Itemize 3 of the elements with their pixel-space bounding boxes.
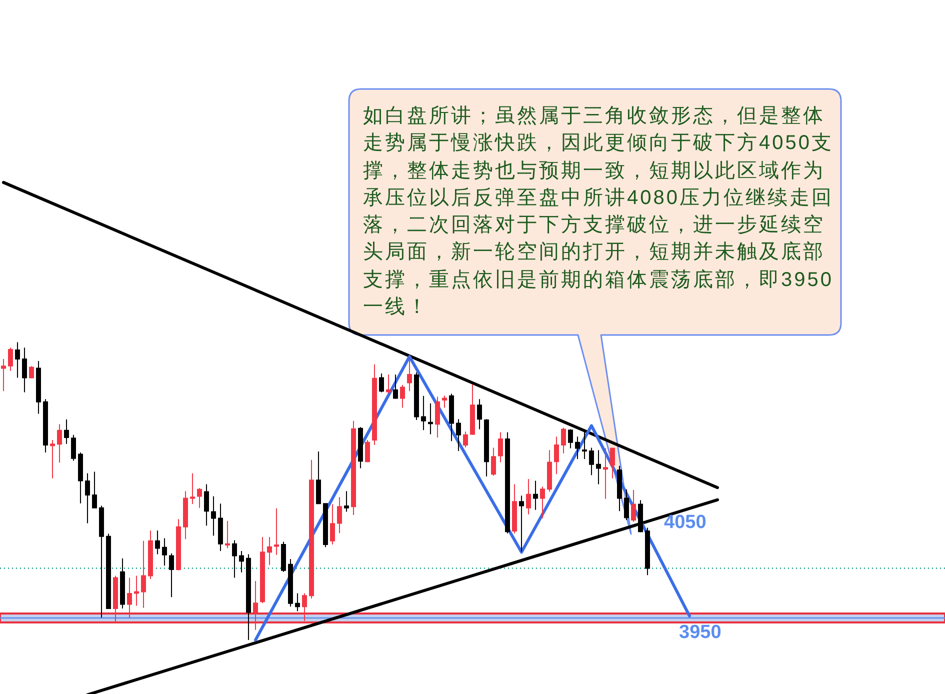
annotation: 4050 — [664, 512, 706, 534]
annotation: 3950 — [679, 622, 722, 644]
text: 如白盘所讲；虽然属于三角收敛形态，但是整体走势属于慢涨快跌，因此更倾向于破下方4050支撑，整体走势也与预期一致，短期以此区域作为承压位以后反弹至盘中所讲4080压力位继续走回落，二次回落对于下方支撑破位，进一步延续空头局面，新一轮空间的打开，短期并未触及底部支撑，重点依旧是前期的箱体震荡底部，即3950一线！ — [363, 104, 834, 320]
